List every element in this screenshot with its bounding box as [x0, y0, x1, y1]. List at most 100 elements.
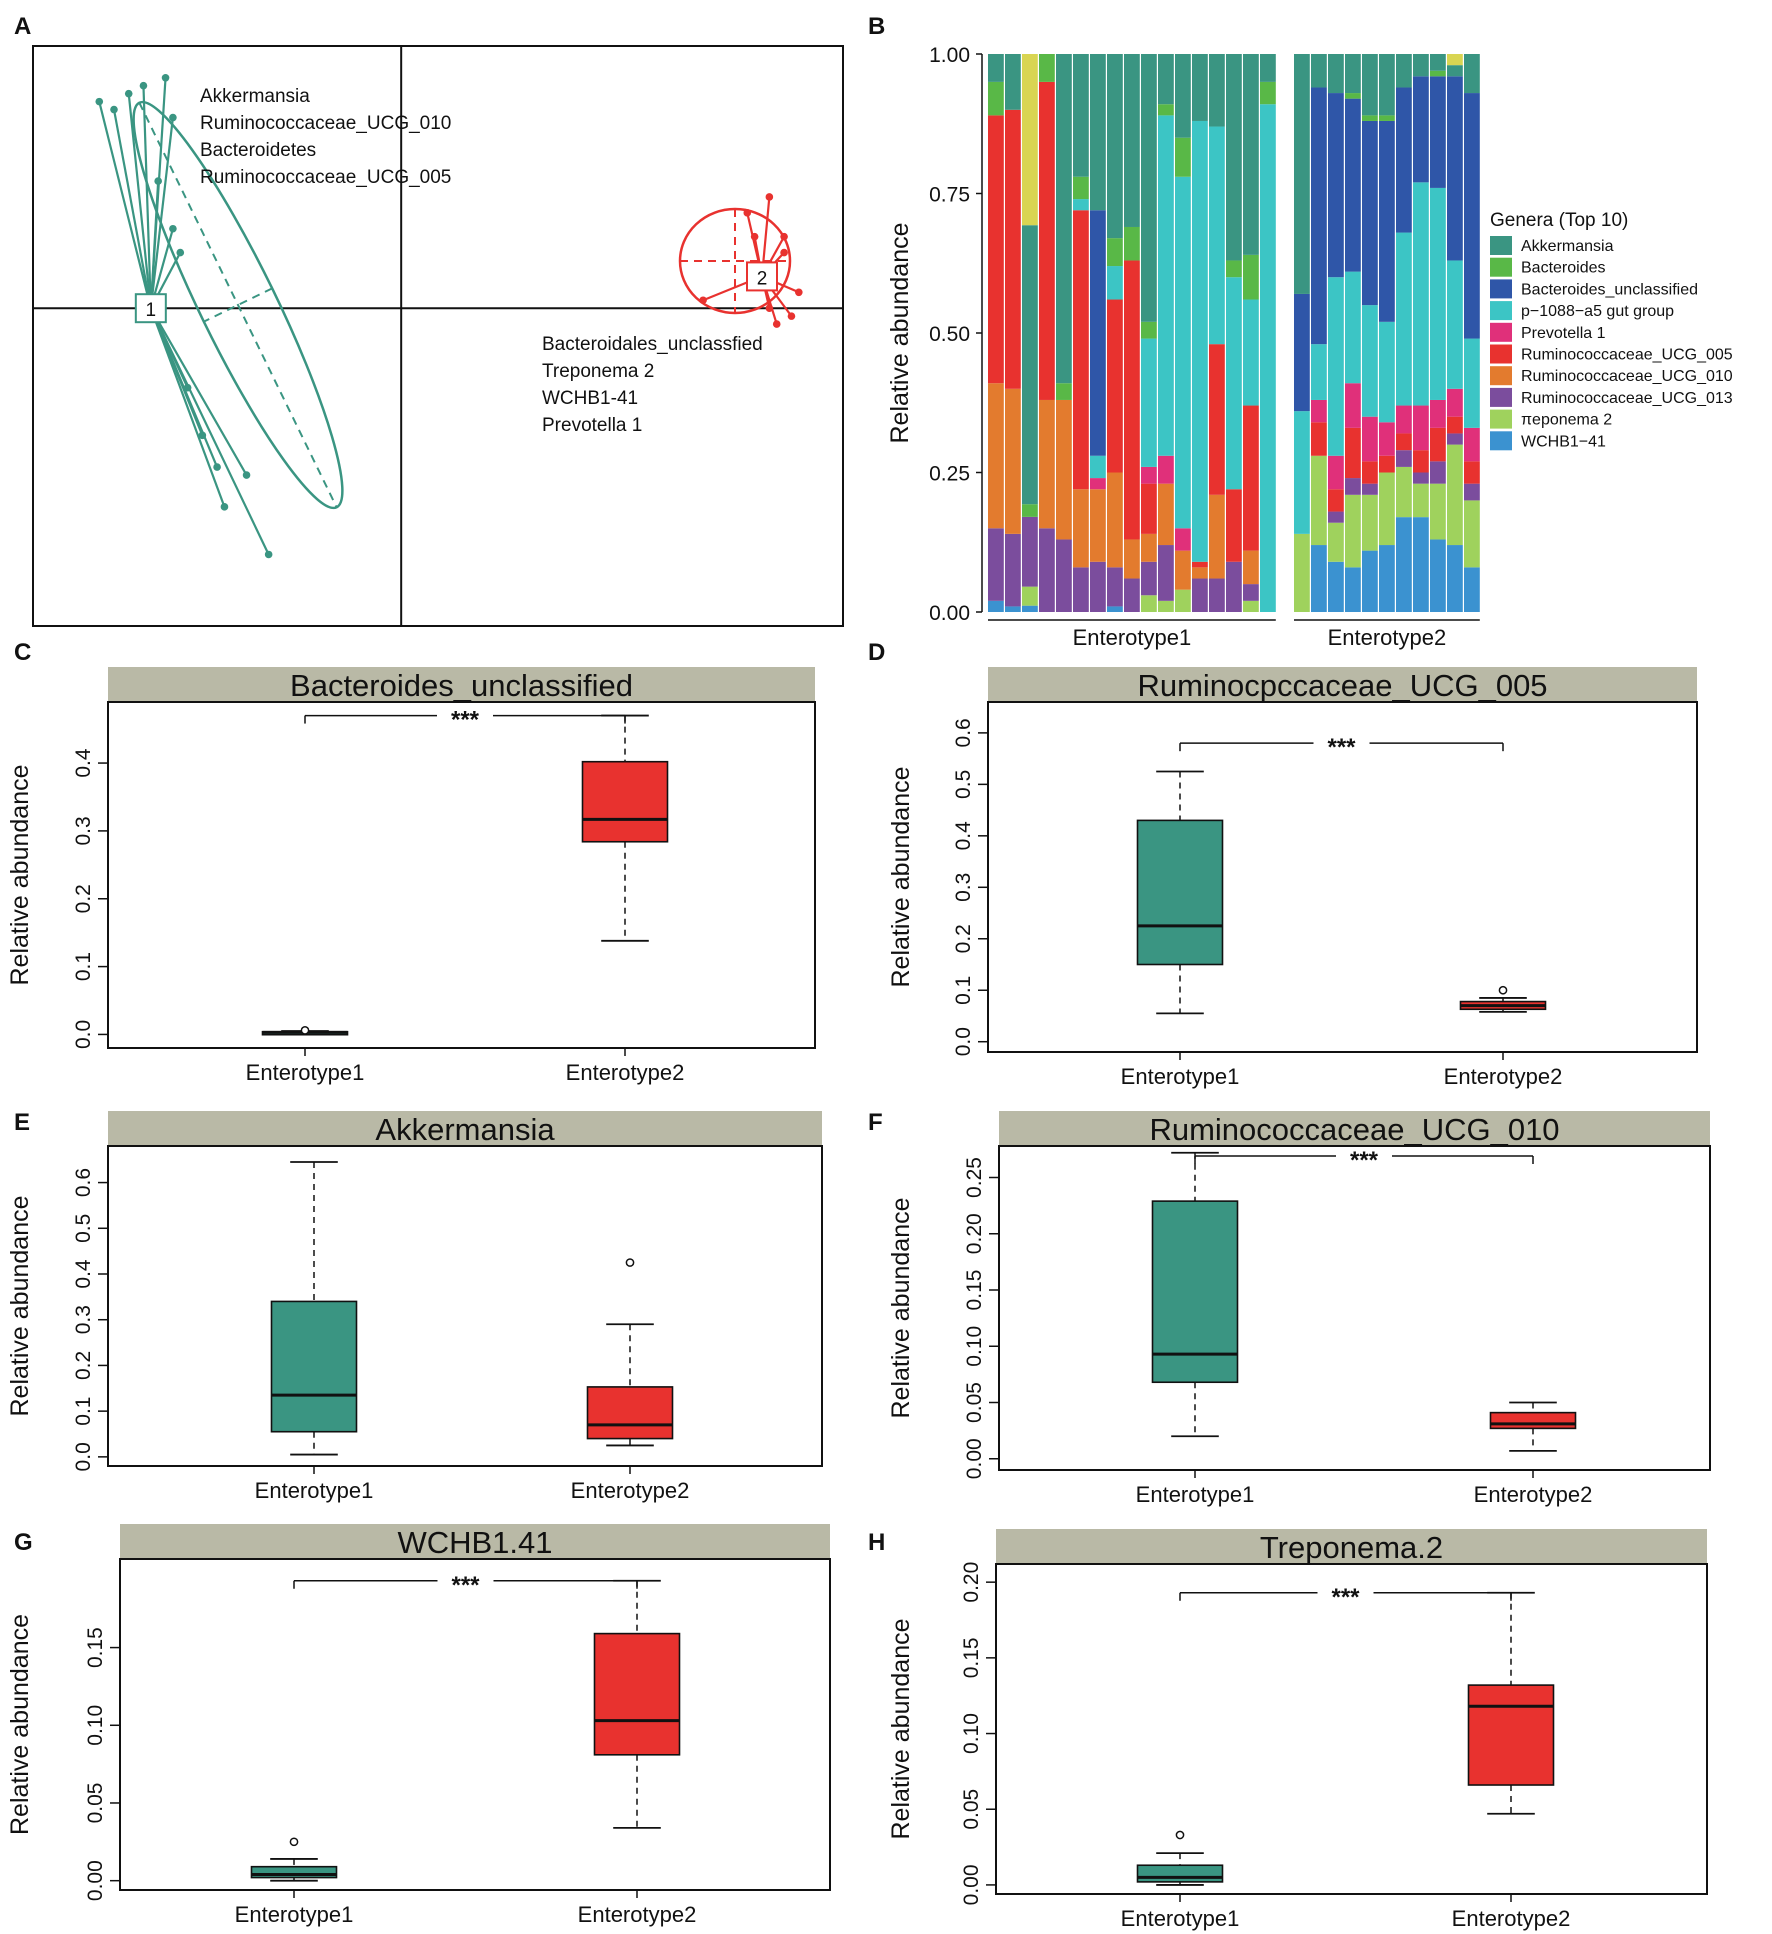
y-tick-label: 0.3	[72, 816, 95, 845]
y-axis-title: Relative abundance	[6, 1196, 34, 1417]
panel-label-g: G	[14, 1529, 33, 1556]
bar-segment	[1226, 489, 1242, 562]
bar-segment	[1379, 120, 1395, 322]
bar-segment	[1345, 478, 1361, 495]
y-tick-label: 0.4	[72, 1259, 95, 1289]
bar-segment	[1107, 606, 1123, 612]
strip-title: Akkermansia	[375, 1112, 555, 1147]
y-axis-title: Relative abundance	[887, 767, 915, 988]
bar-segment	[1430, 70, 1446, 77]
cluster-1-point	[176, 248, 185, 257]
bar-segment	[1328, 489, 1344, 512]
x-category-label: Enterotype1	[246, 1060, 365, 1085]
cluster-1-point	[169, 224, 177, 233]
y-axis-title: Relative abundance	[6, 1614, 34, 1835]
strip-title: WCHB1.41	[397, 1525, 552, 1560]
bar-segment	[1430, 187, 1446, 400]
bar-segment	[1311, 54, 1327, 88]
bar-segment	[1175, 176, 1191, 529]
bar-segment	[1328, 277, 1344, 456]
box-enterotype1	[270, 1300, 358, 1433]
cluster-2-point	[780, 232, 788, 241]
boxplot-panel-g: WCHB1.41 0.00 0.05 0.10 0.15 Relative abundan…	[6, 1524, 831, 1927]
bar-segment	[1175, 528, 1191, 551]
bar-segment	[1056, 54, 1072, 384]
bar-segment	[1158, 54, 1174, 105]
bar-segment	[1226, 260, 1242, 278]
y-tick-label: 0.15	[84, 1627, 107, 1668]
box-enterotype2	[1489, 1411, 1577, 1430]
bar-segment	[1413, 405, 1429, 451]
bar-segment	[1175, 137, 1191, 177]
bar-segment	[1107, 54, 1123, 239]
bar-segment	[1141, 595, 1157, 612]
bar-segment	[1022, 225, 1038, 505]
bar-segment	[1022, 54, 1038, 226]
bar-segment	[1073, 210, 1089, 490]
y-tick-label: 0.5	[72, 1214, 95, 1243]
bar-segment	[1345, 98, 1361, 272]
bar-segment	[1396, 433, 1412, 451]
y-tick-label: 0.1	[72, 1397, 95, 1426]
cluster-1-point	[95, 97, 104, 106]
outlier-point	[1175, 1830, 1185, 1840]
box-enterotype1	[1136, 819, 1224, 966]
bar-segment	[1039, 528, 1055, 612]
legend-swatch	[1490, 366, 1512, 386]
legend-entry: Ruminococcaceae_UCG_010	[1521, 368, 1733, 385]
cluster-1-point	[220, 503, 229, 511]
plot-frame	[998, 1145, 1711, 1471]
bar-segment	[1413, 450, 1429, 473]
box-enterotype2	[581, 760, 669, 843]
bar-segment	[1413, 54, 1429, 77]
pca-panel: 1 2 Akkermansia Ruminococcaceae_UCG_010 Bact…	[32, 45, 844, 627]
y-axis-title: Relative abundance	[6, 765, 34, 986]
legend-entry: Ruminococcaceae_UCG_013	[1521, 390, 1733, 407]
panel-label-h: H	[868, 1529, 885, 1556]
bar-segment	[1124, 260, 1140, 540]
strip-header	[996, 1529, 1707, 1564]
bar-segment	[1430, 461, 1446, 484]
cluster-2-point	[787, 312, 796, 320]
y-tick-label: 0.15	[960, 1637, 983, 1678]
bar-segment	[1175, 589, 1191, 612]
box-enterotype1	[250, 1865, 338, 1879]
bar-segment	[1192, 567, 1208, 579]
y-tick-label: 0.20	[960, 1562, 983, 1603]
annotation-enterotype2: Bacteroidales_unclassfied	[542, 334, 763, 355]
bar-segment	[1158, 455, 1174, 484]
cluster-1-spoke	[149, 307, 270, 555]
cluster-1-minor-axis	[203, 287, 273, 323]
legend-swatch	[1490, 301, 1512, 321]
bar-segment	[1039, 54, 1055, 82]
bar-segment	[1005, 109, 1021, 389]
panel-label-b: B	[868, 13, 885, 40]
bar-segment	[1243, 299, 1259, 406]
legend-title: Genera (Top 10)	[1490, 210, 1628, 231]
y-tick-label: 0.20	[963, 1213, 986, 1254]
strip-title: Treponema.2	[1260, 1530, 1443, 1565]
bar-segment	[1192, 54, 1208, 121]
bar-segment	[1141, 483, 1157, 534]
cluster-1-point	[213, 463, 221, 471]
y-tick-label: 0.25	[963, 1157, 986, 1198]
bar-segment	[1005, 533, 1021, 607]
bar-segment	[1379, 455, 1395, 473]
bar-segment	[1396, 87, 1412, 233]
cluster-2-point	[743, 209, 752, 217]
bar-segment	[1311, 545, 1327, 612]
bar-segment	[1158, 545, 1174, 601]
plot-frame	[995, 1563, 1708, 1895]
bar-segment	[1209, 126, 1225, 345]
bar-segment	[1124, 539, 1140, 579]
cluster-1-point	[154, 177, 162, 185]
boxplot-panel-d: Ruminocpccaceae_UCG_005 0.0 0.1 0.2 0.3 0.4 0.…	[887, 667, 1698, 1089]
legend-entry: WCHB1−41	[1521, 433, 1606, 450]
legend-swatch	[1490, 236, 1512, 255]
plot-frame	[107, 1145, 823, 1467]
bar-segment	[1260, 54, 1276, 82]
bar-segment	[1362, 54, 1378, 116]
y-tick-label: 0.1	[72, 952, 95, 981]
y-tick-label: 0.00	[84, 1860, 107, 1901]
bar-segment	[1192, 120, 1208, 562]
